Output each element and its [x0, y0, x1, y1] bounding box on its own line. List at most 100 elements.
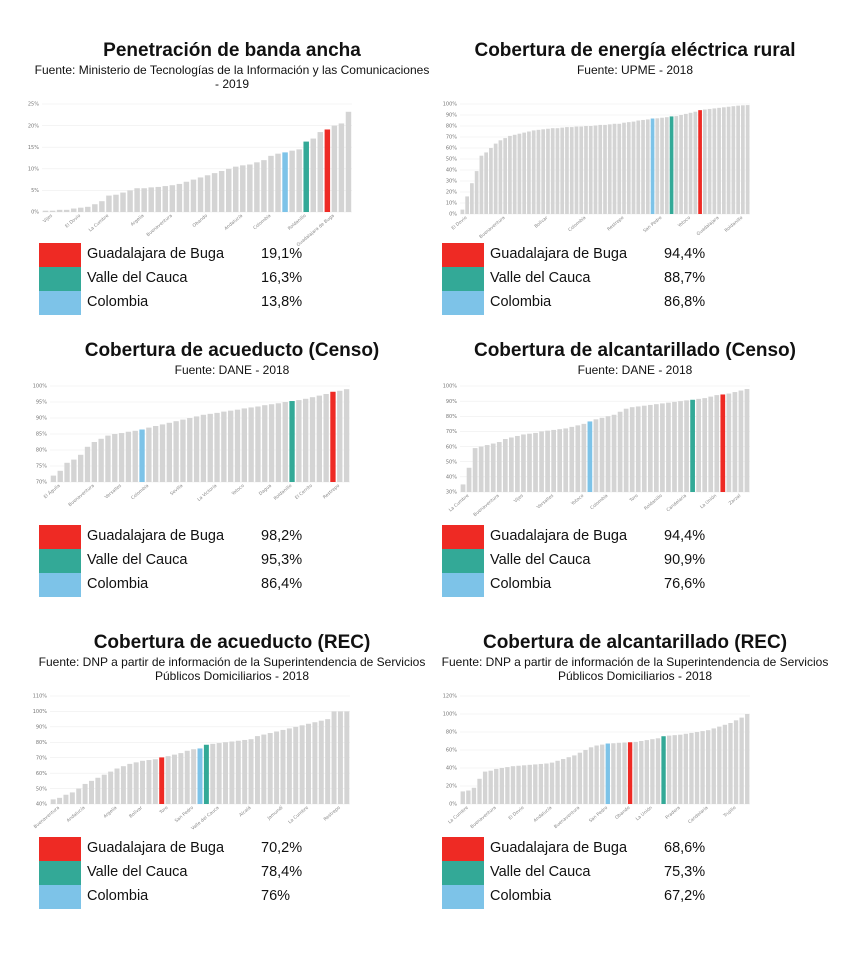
x-tick-label: Restrepo [322, 483, 341, 501]
panel-energia-rural: Cobertura de energía eléctrica rural Fue… [435, 40, 835, 77]
x-tick-label: Colombia [130, 483, 150, 501]
bar [268, 155, 274, 212]
bar [527, 764, 532, 804]
bar [274, 731, 280, 804]
y-tick-label: 80% [446, 730, 457, 736]
x-tick-label: Toro [158, 805, 170, 816]
bar [641, 405, 647, 492]
y-tick-label: 90% [36, 416, 47, 422]
bar [617, 411, 623, 492]
bar [218, 170, 225, 212]
y-tick-label: 0% [31, 210, 39, 216]
bar [42, 210, 49, 212]
bar [508, 437, 514, 492]
legend-row-colombia: Colombia 86,8% [442, 291, 742, 315]
bar [187, 418, 193, 482]
y-tick-label: 60% [36, 771, 47, 777]
bar [344, 711, 350, 804]
bar [127, 763, 133, 804]
y-tick-label: 90% [36, 725, 47, 731]
legend-row-buga: Guadalajara de Buga 68,6% [442, 837, 742, 861]
bar [248, 407, 254, 482]
bar [78, 454, 84, 482]
bar [728, 723, 733, 804]
legend-label: Colombia [490, 576, 552, 592]
legend-swatch [39, 267, 81, 291]
bar [176, 183, 183, 212]
bar [178, 753, 184, 804]
legend-label: Colombia [490, 888, 552, 904]
bar [565, 127, 569, 214]
legend-label: Valle del Cauca [87, 864, 188, 880]
bar [745, 105, 750, 214]
bar [660, 403, 665, 492]
bar [78, 207, 84, 212]
bar [118, 433, 125, 482]
x-tick-label: La Victoria [196, 483, 218, 503]
chart-source: Fuente: DNP a partir de información de l… [441, 655, 829, 683]
legend-label: Guadalajara de Buga [87, 528, 225, 544]
bar [655, 118, 660, 214]
bar [125, 431, 132, 482]
bar-valle-del-cauca [289, 401, 295, 482]
legend-row-valle: Valle del Cauca 88,7% [442, 267, 742, 291]
bar [598, 124, 603, 214]
x-tick-label: La Cumbre [287, 805, 310, 825]
x-tick-label: Candelaria [665, 493, 688, 513]
legend-swatch [442, 291, 484, 315]
y-tick-label: 15% [28, 145, 39, 151]
bar [318, 720, 324, 804]
bar [466, 790, 471, 804]
bar [521, 765, 527, 804]
bar-valle-del-cauca [669, 116, 674, 214]
bar [50, 475, 57, 482]
bar [289, 150, 295, 212]
y-tick-label: 50% [446, 459, 457, 465]
bar-valle-del-cauca [661, 736, 666, 804]
bar [282, 402, 288, 482]
bar [216, 743, 222, 804]
bar [228, 410, 234, 482]
bar [71, 459, 77, 482]
bar [255, 406, 261, 482]
bar [108, 771, 114, 804]
bar [717, 726, 722, 804]
bar [113, 194, 119, 212]
y-tick-label: 100% [33, 709, 48, 715]
bar [702, 398, 708, 492]
bar [593, 125, 598, 214]
bar [241, 408, 247, 482]
legend-swatch [442, 267, 484, 291]
bar [82, 783, 88, 804]
legend-value: 98,2% [261, 528, 303, 544]
bar [611, 743, 616, 804]
bar [700, 731, 705, 804]
bar [515, 435, 520, 492]
x-tick-label: Buenaventura [553, 805, 581, 830]
bar [493, 143, 498, 214]
x-tick-label: Obando [614, 805, 632, 821]
legend-row-colombia: Colombia 76% [39, 885, 339, 909]
bar [641, 119, 645, 214]
legend-swatch [39, 837, 81, 861]
bar [572, 755, 577, 804]
bar [299, 725, 305, 804]
bar [708, 396, 714, 492]
bar [512, 134, 517, 214]
bar [84, 446, 91, 482]
bar [207, 413, 213, 482]
bar [508, 135, 512, 214]
bar-colombia [605, 743, 610, 804]
bar [588, 126, 593, 214]
x-tick-label: Restrepo [606, 215, 625, 233]
bar [296, 149, 302, 212]
bar-chart-banda-ancha: 0% 5% 10% 15% 20% 25% Vijes El Dovio La Cumbre Ar… [28, 102, 352, 248]
x-tick-label: Pradera [664, 805, 681, 821]
bar-colombia [139, 429, 145, 482]
x-tick-label: Trujillo [722, 805, 738, 820]
bar [70, 208, 77, 212]
bar [605, 416, 611, 492]
bar [296, 400, 302, 482]
panel-acueducto-censo: Cobertura de acueducto (Censo) Fuente: D… [32, 340, 432, 377]
bar-colombia [587, 421, 593, 492]
